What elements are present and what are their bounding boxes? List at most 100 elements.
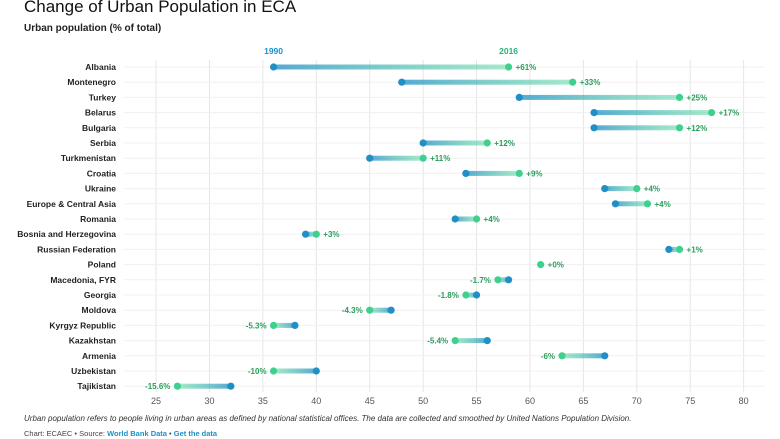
row-label: Ukraine bbox=[85, 184, 116, 194]
change-label: +9% bbox=[526, 169, 542, 178]
dot-1990 bbox=[387, 306, 395, 314]
connector-bar bbox=[594, 110, 712, 116]
change-label: +4% bbox=[654, 200, 670, 209]
dot-1990 bbox=[601, 185, 609, 193]
connector-bar bbox=[604, 186, 637, 192]
dot-2016 bbox=[269, 367, 278, 375]
dot-2016 bbox=[675, 93, 684, 101]
change-label: +1% bbox=[687, 245, 703, 254]
x-tick-label-50: 50 bbox=[418, 396, 428, 406]
footnote: Urban population refers to people living… bbox=[24, 414, 632, 423]
row-label: Kyrgyz Republic bbox=[49, 320, 116, 330]
row-label: Georgia bbox=[84, 290, 116, 300]
change-label: -15.6% bbox=[145, 382, 170, 391]
change-label: +12% bbox=[687, 124, 708, 133]
connector-bar bbox=[305, 231, 317, 237]
dot-1990 bbox=[451, 215, 459, 223]
x-tick-label-75: 75 bbox=[685, 396, 695, 406]
dot-1990 bbox=[665, 245, 673, 253]
series-label-end: 2016 bbox=[499, 46, 518, 56]
connector-bar bbox=[369, 307, 392, 313]
connector-bar bbox=[465, 292, 477, 298]
row-label: Serbia bbox=[90, 138, 116, 148]
dot-2016 bbox=[675, 245, 684, 253]
connector-bar bbox=[273, 64, 509, 70]
x-tick-label-80: 80 bbox=[739, 396, 749, 406]
connector-bar bbox=[455, 338, 488, 344]
connector-bar bbox=[519, 94, 680, 100]
dot-1990 bbox=[302, 230, 310, 238]
dot-1990 bbox=[590, 109, 598, 117]
change-label: -5.3% bbox=[246, 321, 267, 330]
dot-1990 bbox=[601, 352, 609, 360]
row-label: Turkmenistan bbox=[61, 153, 116, 163]
dot-1990 bbox=[462, 169, 470, 177]
dot-2016 bbox=[537, 261, 545, 269]
dot-2016 bbox=[569, 78, 577, 86]
chart-subtitle: Urban population (% of total) bbox=[24, 23, 162, 34]
dot-1990 bbox=[291, 321, 299, 329]
change-label: +0% bbox=[548, 261, 564, 270]
dot-1990 bbox=[472, 291, 481, 299]
row-label: Armenia bbox=[82, 351, 116, 361]
row-label: Russian Federation bbox=[37, 244, 116, 254]
change-label: +4% bbox=[484, 215, 500, 224]
row-label: Tajikistan bbox=[77, 381, 116, 391]
dot-1990 bbox=[398, 78, 406, 86]
dot-2016 bbox=[173, 382, 182, 390]
row-label: Montenegro bbox=[67, 77, 116, 87]
x-tick-label-25: 25 bbox=[151, 396, 161, 406]
dot-2016 bbox=[419, 154, 427, 162]
connector-bar bbox=[594, 125, 680, 131]
dot-1990 bbox=[419, 139, 427, 147]
dot-2016 bbox=[462, 291, 470, 299]
dot-1990 bbox=[366, 154, 374, 162]
connector-bar bbox=[455, 216, 477, 222]
dot-2016 bbox=[366, 306, 374, 314]
row-label: Albania bbox=[85, 62, 116, 72]
dot-2016 bbox=[269, 321, 278, 329]
change-label: -5.4% bbox=[427, 337, 448, 346]
dot-2016 bbox=[707, 109, 716, 117]
row-label: Croatia bbox=[87, 168, 117, 178]
connector-bar bbox=[273, 368, 317, 374]
dot-1990 bbox=[611, 200, 620, 208]
x-tick-label-30: 30 bbox=[204, 396, 214, 406]
change-label: +12% bbox=[494, 139, 515, 148]
connector-bar bbox=[177, 383, 231, 389]
row-label: Moldova bbox=[82, 305, 117, 315]
dot-2016 bbox=[675, 124, 684, 132]
connector-bar bbox=[562, 353, 605, 359]
dot-1990 bbox=[269, 63, 278, 71]
chart-title: Change of Urban Population in ECA bbox=[24, 0, 297, 16]
row-label: Belarus bbox=[85, 108, 116, 118]
change-label: -6% bbox=[541, 352, 555, 361]
dot-2016 bbox=[312, 230, 320, 238]
connector-bar bbox=[273, 322, 295, 328]
world-bank-data-link[interactable]: World Bank Data bbox=[107, 429, 167, 438]
source-prefix: Chart: ECAEC • Source: bbox=[24, 429, 108, 438]
dot-2016 bbox=[483, 139, 491, 147]
connector-bar bbox=[497, 277, 509, 283]
row-label: Macedonia, FYR bbox=[50, 275, 116, 285]
x-tick-label-60: 60 bbox=[525, 396, 535, 406]
change-label: -4.3% bbox=[342, 306, 363, 315]
source-separator: • bbox=[166, 429, 174, 438]
row-label: Poland bbox=[88, 260, 116, 270]
change-label: +61% bbox=[516, 63, 537, 72]
get-the-data-link[interactable]: Get the data bbox=[173, 429, 218, 438]
change-label: -1.7% bbox=[470, 276, 491, 285]
dot-1990 bbox=[227, 382, 235, 390]
row-label: Uzbekistan bbox=[71, 366, 116, 376]
dot-1990 bbox=[312, 367, 320, 375]
dot-1990 bbox=[483, 337, 491, 345]
x-tick-label-35: 35 bbox=[258, 396, 268, 406]
row-label: Romania bbox=[80, 214, 116, 224]
connector-bar bbox=[668, 246, 680, 252]
row-label: Bosnia and Herzegovina bbox=[17, 229, 116, 239]
dot-2016 bbox=[505, 63, 513, 71]
change-label: +4% bbox=[644, 185, 660, 194]
change-label: +11% bbox=[430, 154, 450, 163]
dot-2016 bbox=[451, 337, 459, 345]
change-label: +33% bbox=[580, 78, 601, 87]
